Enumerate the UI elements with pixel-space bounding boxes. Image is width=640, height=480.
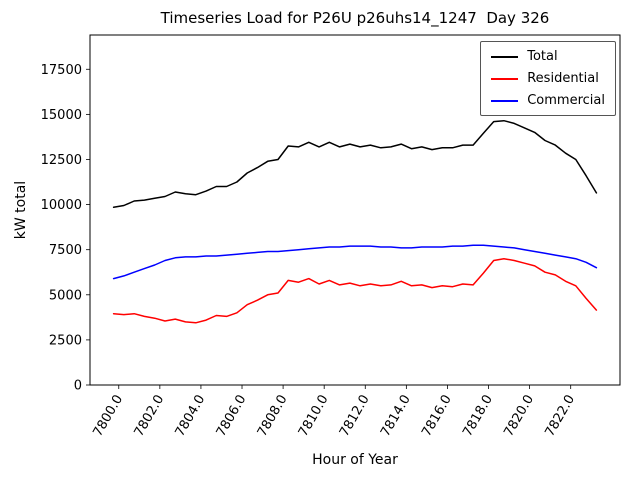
residential-line-swatch xyxy=(491,77,519,80)
y-tick-label: 5000 xyxy=(49,288,82,303)
x-tick-label: 7822.0 xyxy=(542,393,578,440)
total-line-swatch xyxy=(491,55,519,58)
series-line-total xyxy=(112,119,598,209)
series-line-residential xyxy=(112,257,598,324)
legend-label-commercial: Commercial xyxy=(527,93,605,108)
x-tick-label: 7808.0 xyxy=(255,393,291,440)
legend: Total Residential Commercial xyxy=(480,41,616,116)
x-tick-label: 7806.0 xyxy=(214,393,250,440)
y-tick-label: 15000 xyxy=(41,108,82,123)
x-tick-label: 7818.0 xyxy=(460,392,496,439)
chart-title: Timeseries Load for P26U p26uhs14_1247 D… xyxy=(160,9,550,27)
x-tick-label: 7814.0 xyxy=(378,393,414,440)
x-tick-label: 7816.0 xyxy=(419,393,455,440)
x-tick-label: 7804.0 xyxy=(173,393,209,440)
x-tick-label: 7812.0 xyxy=(337,393,373,440)
legend-label-total: Total xyxy=(527,49,558,64)
y-tick-label: 12500 xyxy=(41,153,82,168)
y-tick-label: 2500 xyxy=(49,333,82,348)
x-tick-label: 7802.0 xyxy=(132,393,168,440)
y-tick-label: 10000 xyxy=(41,198,82,213)
x-tick-label: 7820.0 xyxy=(501,393,537,440)
x-tick-label: 7800.0 xyxy=(90,393,126,440)
axes-frame xyxy=(89,34,621,386)
x-axis-label: Hour of Year xyxy=(312,452,398,468)
legend-label-residential: Residential xyxy=(527,71,599,86)
x-tick-label: 7810.0 xyxy=(296,393,332,440)
y-tick-label: 7500 xyxy=(49,243,82,258)
series-line-commercial xyxy=(112,244,598,280)
legend-item-residential: Residential xyxy=(491,71,605,86)
commercial-line-swatch xyxy=(491,99,519,102)
legend-item-commercial: Commercial xyxy=(491,93,605,108)
y-tick-label: 17500 xyxy=(41,63,82,78)
legend-item-total: Total xyxy=(491,49,605,64)
y-tick-label: 0 xyxy=(74,379,82,394)
